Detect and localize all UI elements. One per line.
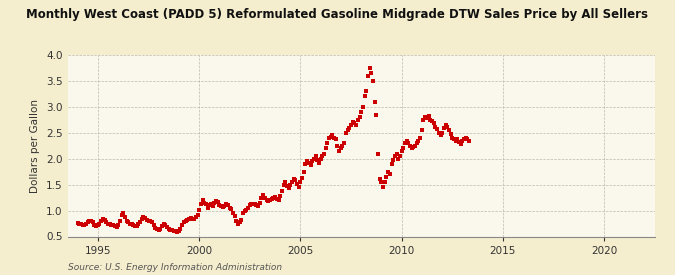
Text: Monthly West Coast (PADD 5) Reformulated Gasoline Midgrade DTW Sales Price by Al: Monthly West Coast (PADD 5) Reformulated… xyxy=(26,8,649,21)
Text: Source: U.S. Energy Information Administration: Source: U.S. Energy Information Administ… xyxy=(68,263,281,272)
Y-axis label: Dollars per Gallon: Dollars per Gallon xyxy=(30,99,40,193)
